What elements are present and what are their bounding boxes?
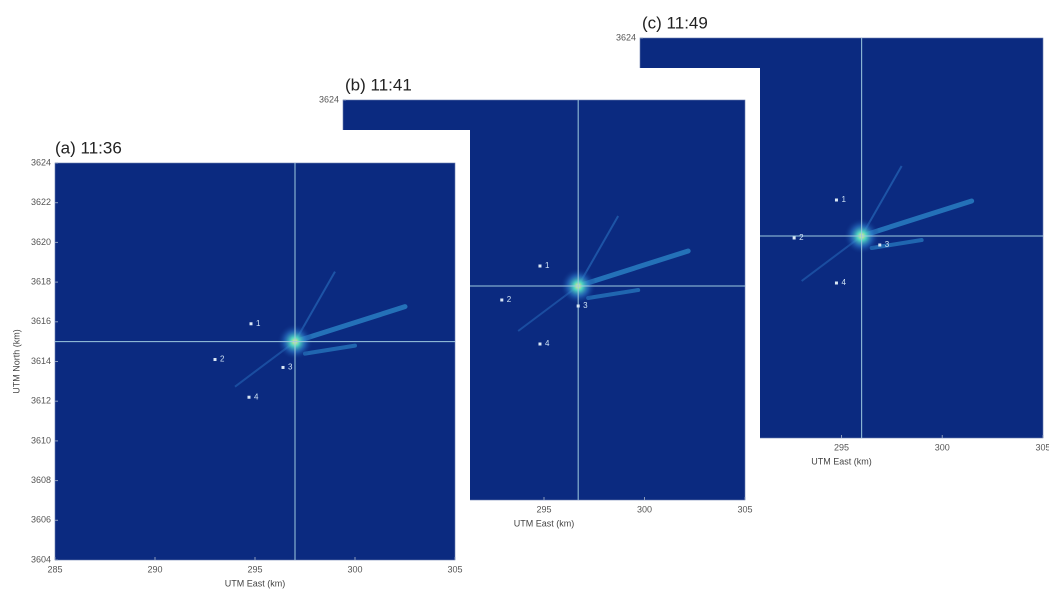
station-marker	[792, 236, 796, 240]
x-tick-label: 305	[447, 564, 462, 574]
station-label: 4	[254, 392, 259, 401]
station-label: 1	[841, 195, 846, 204]
station-marker	[247, 395, 251, 399]
x-tick-label: 290	[147, 564, 162, 574]
plume-streak	[292, 304, 408, 345]
x-tick-label: 305	[737, 504, 752, 514]
x-axis-label: UTM East (km)	[811, 456, 872, 466]
station-marker	[834, 281, 838, 285]
y-axis-label: UTM North (km)	[11, 329, 21, 394]
y-tick-label: 3624	[616, 32, 636, 42]
x-tick-label: 305	[1035, 442, 1049, 452]
x-tick-label: 285	[47, 564, 62, 574]
plume-streak	[869, 238, 924, 250]
y-tick-label: 3612	[31, 396, 51, 406]
station-marker	[834, 198, 838, 202]
station-marker	[538, 342, 542, 346]
station-marker	[500, 298, 504, 302]
x-tick-label: 300	[935, 442, 950, 452]
y-tick-label: 3616	[31, 316, 51, 326]
station-label: 3	[885, 240, 890, 249]
station-marker	[249, 322, 253, 326]
y-tick-label: 3624	[319, 94, 339, 104]
station-label: 2	[507, 295, 512, 304]
x-tick-label: 295	[247, 564, 262, 574]
station-label: 2	[220, 355, 225, 364]
station-label: 3	[583, 301, 588, 310]
station-label: 1	[256, 319, 261, 328]
y-tick-label: 3624	[31, 157, 51, 167]
x-tick-label: 300	[637, 504, 652, 514]
y-tick-label: 3610	[31, 435, 51, 445]
y-tick-label: 3618	[31, 276, 51, 286]
station-marker	[576, 304, 580, 308]
y-tick-label: 3608	[31, 475, 51, 485]
y-tick-label: 3614	[31, 356, 51, 366]
station-label: 1	[545, 261, 550, 270]
station-label: 3	[288, 363, 293, 372]
y-tick-label: 3622	[31, 197, 51, 207]
panel-title: (c) 11:49	[642, 13, 708, 32]
station-label: 2	[799, 233, 804, 242]
station-marker	[213, 358, 217, 362]
y-tick-label: 3604	[31, 554, 51, 564]
station-marker	[538, 264, 542, 268]
panel-title: (b) 11:41	[345, 75, 412, 94]
station-label: 4	[545, 339, 550, 348]
plume-streak	[575, 248, 691, 289]
panel-title: (a) 11:36	[55, 138, 122, 157]
y-tick-label: 3606	[31, 515, 51, 525]
panel: 1 2 3 4 285 290 295 300 305 3604 3606 3608 3610 3612 3…	[8, 130, 470, 594]
plume-streak	[859, 198, 975, 239]
x-axis-label: UTM East (km)	[225, 578, 286, 588]
station-marker	[878, 243, 882, 247]
x-axis-label: UTM East (km)	[514, 518, 575, 528]
y-tick-label: 3620	[31, 237, 51, 247]
heatmap-background	[54, 162, 456, 561]
station-marker	[281, 365, 285, 369]
plume-streak	[586, 288, 641, 300]
x-tick-label: 295	[834, 442, 849, 452]
x-tick-label: 295	[536, 504, 551, 514]
x-tick-label: 300	[347, 564, 362, 574]
plume-streak	[303, 343, 357, 356]
station-label: 4	[841, 278, 846, 287]
